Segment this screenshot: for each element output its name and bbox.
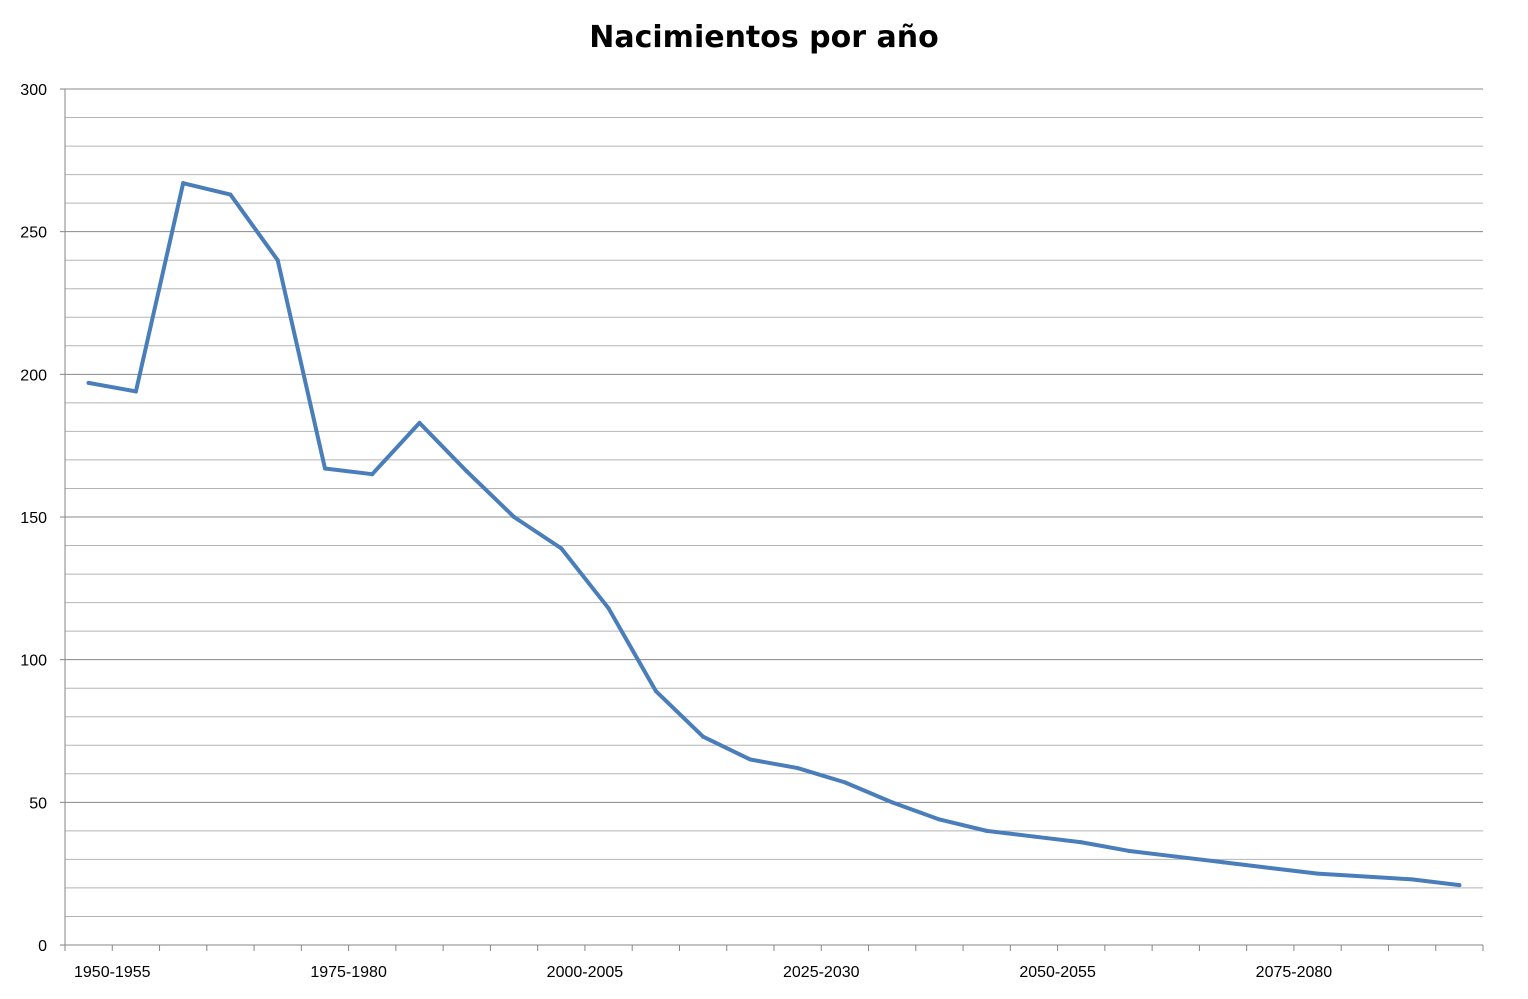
data-point: [228, 192, 233, 197]
data-point: [653, 689, 658, 694]
y-tick-label: 0: [38, 938, 47, 955]
data-point: [1173, 854, 1178, 859]
data-point: [890, 800, 895, 805]
data-point: [937, 817, 942, 822]
data-point: [322, 466, 327, 471]
data-point: [1315, 871, 1320, 876]
data-point: [1221, 860, 1226, 865]
data-point: [133, 389, 138, 394]
y-tick-label: 100: [20, 653, 47, 670]
x-tick-label: 2025-2030: [783, 964, 860, 981]
data-point: [984, 828, 989, 833]
y-tick-label: 300: [20, 82, 47, 99]
data-point: [842, 780, 847, 785]
data-point: [701, 734, 706, 739]
x-tick-label: 1975-1980: [310, 964, 387, 981]
x-tick-label: 1950-1955: [74, 964, 151, 981]
gridlines: [65, 88, 1483, 917]
x-tick-label: 2050-2055: [1019, 964, 1096, 981]
data-point: [606, 606, 611, 611]
data-point: [86, 380, 91, 385]
data-point: [559, 546, 564, 551]
data-point: [181, 181, 186, 186]
data-point: [795, 766, 800, 771]
data-point: [1457, 883, 1462, 888]
data-point: [1362, 874, 1367, 879]
data-point: [1031, 834, 1036, 839]
data-point: [464, 469, 469, 474]
data-point: [748, 757, 753, 762]
data-point: [1268, 865, 1273, 870]
data-point: [1410, 877, 1415, 882]
data-point: [370, 472, 375, 477]
y-tick-label: 250: [20, 225, 47, 242]
data-point: [417, 420, 422, 425]
y-tick-label: 200: [20, 367, 47, 384]
data-point: [1126, 848, 1131, 853]
data-point: [512, 515, 517, 519]
y-tick-label: 50: [29, 795, 47, 812]
axes: [60, 88, 1484, 951]
data-point: [1079, 840, 1084, 845]
x-tick-label: 2000-2005: [547, 964, 624, 981]
series-layer: [86, 181, 1462, 888]
tick-labels: 0 50 100 150 200 250 300 1950-1955 1975-1980 2000…: [20, 82, 1332, 981]
y-tick-label: 150: [20, 510, 47, 527]
chart-title: Nacimientos por año: [589, 20, 939, 55]
series-line: [86, 181, 1462, 888]
x-tick-label: 2075-2080: [1256, 964, 1333, 981]
data-point: [275, 258, 280, 263]
